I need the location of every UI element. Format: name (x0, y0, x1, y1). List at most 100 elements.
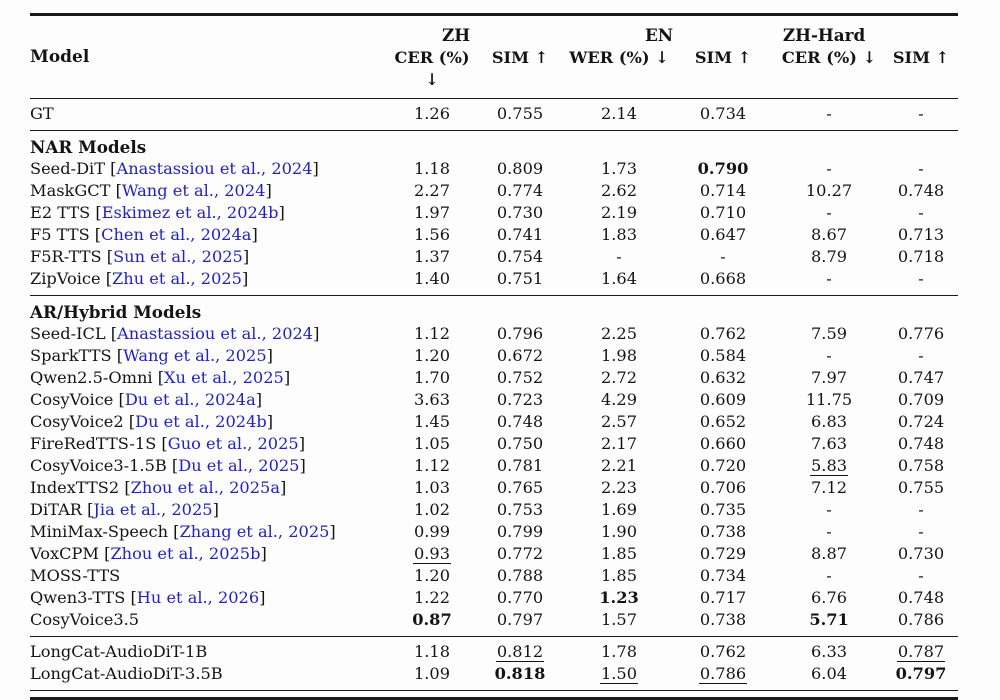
metric-value: 2.17 (600, 434, 638, 453)
table-row: CosyVoice3.5 0.87 0.797 1.57 0.738 5.71 0.786 (30, 609, 958, 637)
metric-value: 0.788 (496, 566, 544, 585)
citation-link[interactable]: Zhu et al., 2025 (112, 269, 242, 288)
metric-cell: 0.660 (672, 433, 774, 455)
metric-cell: 0.672 (474, 345, 566, 367)
model-cell: LongCat-AudioDiT-3.5B (30, 664, 223, 683)
metric-cell: 0.750 (474, 433, 566, 455)
metric-value: 0.797 (895, 664, 947, 683)
section-title-row: NAR Models (30, 131, 958, 159)
citation-link[interactable]: Sun et al., 2025 (113, 247, 243, 266)
metric-cell: 1.12 (390, 455, 474, 477)
model-column-header: Model (30, 47, 90, 67)
col-header-zhhard-cer: CER (%) ↓ (781, 48, 877, 67)
metric-value: - (918, 203, 924, 222)
table-row: MiniMax-Speech [Zhang et al., 2025] 0.99 0… (30, 521, 958, 543)
metric-value: 0.790 (697, 159, 749, 178)
metric-value: - (616, 247, 622, 266)
metric-cell: 0.762 (672, 637, 774, 664)
metric-cell: 1.22 (390, 587, 474, 609)
metric-cell: 2.21 (566, 455, 672, 477)
metric-value: 1.05 (413, 434, 451, 453)
metric-value: - (918, 566, 924, 585)
metric-cell: - (774, 202, 884, 224)
metric-value: 0.781 (496, 456, 544, 475)
metric-cell: 5.71 (774, 609, 884, 637)
model-cell: MiniMax-Speech [Zhang et al., 2025] (30, 522, 336, 541)
model-cell: VoxCPM [Zhou et al., 2025b] (30, 544, 267, 563)
metric-cell: 0.718 (884, 246, 958, 268)
metric-value: 0.758 (897, 456, 945, 475)
citation-link[interactable]: Du et al., 2024b (135, 412, 267, 431)
metric-cell: 1.85 (566, 565, 672, 587)
metric-value: 6.76 (811, 588, 848, 607)
citation-link[interactable]: Anastassiou et al., 2024 (116, 159, 313, 178)
metric-cell: 6.04 (774, 663, 884, 691)
metric-value: 2.62 (600, 181, 638, 200)
metric-cell: 7.59 (774, 323, 884, 345)
metric-cell: 2.62 (566, 180, 672, 202)
metric-value: 7.97 (811, 368, 848, 387)
metric-value: 0.738 (699, 610, 747, 629)
metric-value: 6.04 (811, 664, 848, 683)
citation-link[interactable]: Wang et al., 2024 (121, 181, 266, 200)
metric-value: 0.786 (698, 664, 748, 684)
metric-value: 0.652 (699, 412, 747, 431)
metric-cell: 1.57 (566, 609, 672, 637)
metric-cell: - (884, 99, 958, 131)
metric-cell: 0.752 (474, 367, 566, 389)
metric-value: 1.73 (600, 159, 638, 178)
metric-value: 0.99 (413, 522, 451, 541)
table-row: E2 TTS [Eskimez et al., 2024b] 1.97 0.730 2… (30, 202, 958, 224)
metric-value: 1.02 (413, 500, 451, 519)
metric-cell: 2.14 (566, 99, 672, 131)
metric-value: 2.21 (600, 456, 638, 475)
citation-link[interactable]: Zhou et al., 2025b (110, 544, 261, 563)
metric-value: 5.83 (810, 456, 849, 476)
table-row: Qwen3-TTS [Hu et al., 2026] 1.22 0.770 1.23… (30, 587, 958, 609)
citation-link[interactable]: Zhang et al., 2025 (179, 522, 330, 541)
citation-link[interactable]: Hu et al., 2026 (136, 588, 260, 607)
metric-value: 7.63 (811, 434, 848, 453)
citation-link[interactable]: Du et al., 2025 (178, 456, 300, 475)
section-title-row: AR/Hybrid Models (30, 296, 958, 324)
metric-cell: 0.753 (474, 499, 566, 521)
model-cell: Seed-DiT [Anastassiou et al., 2024] (30, 159, 319, 178)
metric-cell: 0.772 (474, 543, 566, 565)
citation-link[interactable]: Du et al., 2024a (124, 390, 256, 409)
metric-cell: 6.83 (774, 411, 884, 433)
metric-cell: 0.754 (474, 246, 566, 268)
metric-cell: - (884, 158, 958, 180)
citation-link[interactable]: Chen et al., 2024a (101, 225, 252, 244)
metric-cell: 2.25 (566, 323, 672, 345)
citation-link[interactable]: Jia et al., 2025 (93, 500, 213, 519)
metric-cell: - (672, 246, 774, 268)
citation-link[interactable]: Anastassiou et al., 2024 (117, 324, 314, 343)
metric-value: 0.717 (699, 588, 747, 607)
metric-cell: 0.729 (672, 543, 774, 565)
metric-cell: 0.790 (672, 158, 774, 180)
metric-value: 0.755 (897, 478, 945, 497)
metric-cell: 0.93 (390, 543, 474, 565)
citation-link[interactable]: Eskimez et al., 2024b (101, 203, 279, 222)
metric-value: 1.78 (600, 642, 638, 661)
metric-value: 2.27 (413, 181, 451, 200)
metric-cell: 0.734 (672, 565, 774, 587)
metric-cell: 0.797 (884, 663, 958, 691)
metric-cell: 2.27 (390, 180, 474, 202)
metric-cell: 1.64 (566, 268, 672, 296)
citation-link[interactable]: Xu et al., 2025 (164, 368, 284, 387)
metric-cell: 0.706 (672, 477, 774, 499)
table-section: LongCat-AudioDiT-1B 1.18 0.812 1.78 0.762 6.3… (30, 637, 959, 691)
metric-value: - (826, 203, 832, 222)
metric-value: 1.22 (413, 588, 451, 607)
citation-link[interactable]: Guo et al., 2025 (167, 434, 299, 453)
table-row: F5R-TTS [Sun et al., 2025] 1.37 0.754 - - 8.7… (30, 246, 958, 268)
citation-link[interactable]: Zhou et al., 2025a (130, 478, 280, 497)
citation-link[interactable]: Wang et al., 2025 (123, 346, 267, 365)
col-header-en-sim: SIM ↑ (694, 48, 752, 67)
table-section: GT 1.26 0.755 2.14 0.734 - - (30, 99, 959, 131)
metric-cell: - (884, 521, 958, 543)
metric-cell: 1.05 (390, 433, 474, 455)
metric-cell: 0.755 (474, 99, 566, 131)
metric-value: 1.90 (600, 522, 638, 541)
